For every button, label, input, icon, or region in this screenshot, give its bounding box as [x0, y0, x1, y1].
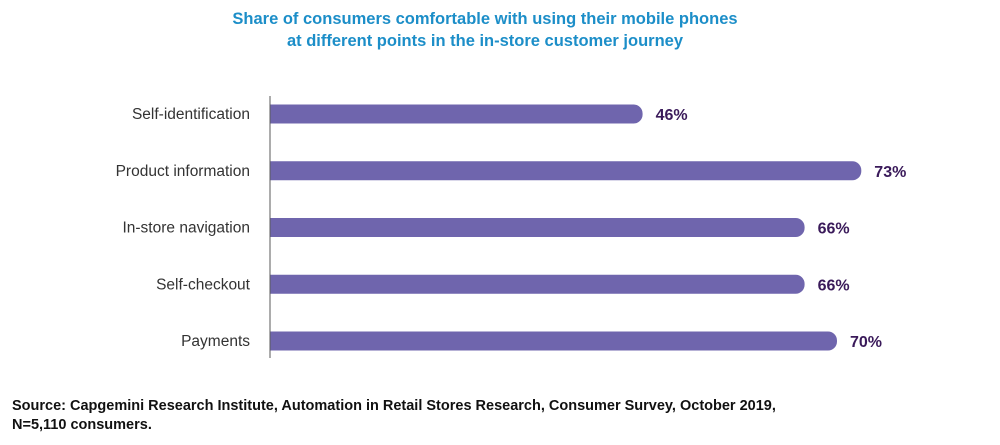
- value-label-1: 46%: [656, 107, 688, 124]
- value-label-4: 66%: [818, 277, 850, 294]
- chart-title: Share of consumers comfortable with usin…: [0, 8, 970, 52]
- value-label-2: 73%: [874, 164, 906, 181]
- source-line-1: Source: Capgemini Research Institute, Au…: [12, 398, 776, 414]
- bar-4: [270, 274, 805, 294]
- category-label-4: Self-checkout: [156, 276, 251, 293]
- source-note: Source: Capgemini Research Institute, Au…: [12, 397, 972, 435]
- bar-2: [270, 161, 862, 181]
- category-label-2: Product information: [116, 163, 250, 180]
- value-label-5: 70%: [850, 334, 882, 351]
- bar-3: [270, 218, 805, 237]
- bar-5: [270, 331, 837, 351]
- bar-chart: Self-identification 46% Product informatio…: [116, 96, 906, 358]
- chart-title-line-2: at different points in the in-store cust…: [286, 32, 684, 50]
- source-line-2: N=5,110 consumers.: [12, 417, 152, 433]
- category-label-1: Self-identification: [132, 106, 250, 123]
- bars-layer: Self-identification 46% Product informatio…: [116, 96, 906, 358]
- category-label-3: In-store navigation: [122, 220, 250, 237]
- chart-title-line-1: Share of consumers comfortable with usin…: [232, 10, 738, 28]
- category-label-5: Payments: [181, 333, 250, 350]
- bar-1: [270, 104, 643, 124]
- value-label-3: 66%: [818, 221, 850, 238]
